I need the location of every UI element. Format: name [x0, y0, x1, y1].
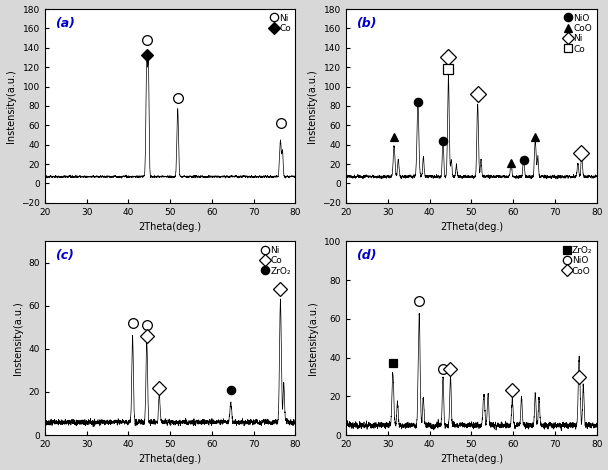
- Text: (d): (d): [356, 249, 376, 262]
- X-axis label: 2Theta(deg.): 2Theta(deg.): [440, 454, 503, 464]
- Text: (a): (a): [55, 17, 75, 30]
- X-axis label: 2Theta(deg.): 2Theta(deg.): [440, 222, 503, 232]
- Text: (b): (b): [356, 17, 376, 30]
- Legend: ZrO₂, NiO, CoO: ZrO₂, NiO, CoO: [562, 244, 594, 277]
- Legend: NiO, CoO, Ni, Co: NiO, CoO, Ni, Co: [564, 12, 594, 55]
- Y-axis label: Instensity(a.u.): Instensity(a.u.): [5, 69, 16, 143]
- Y-axis label: Instensity(a.u.): Instensity(a.u.): [307, 69, 317, 143]
- Text: (c): (c): [55, 249, 74, 262]
- Legend: Ni, Co, ZrO₂: Ni, Co, ZrO₂: [261, 244, 293, 277]
- X-axis label: 2Theta(deg.): 2Theta(deg.): [139, 222, 202, 232]
- Legend: Ni, Co: Ni, Co: [270, 12, 293, 35]
- X-axis label: 2Theta(deg.): 2Theta(deg.): [139, 454, 202, 464]
- Y-axis label: Instensity(a.u.): Instensity(a.u.): [13, 301, 23, 375]
- Y-axis label: Instensity(a.u.): Instensity(a.u.): [308, 301, 319, 375]
